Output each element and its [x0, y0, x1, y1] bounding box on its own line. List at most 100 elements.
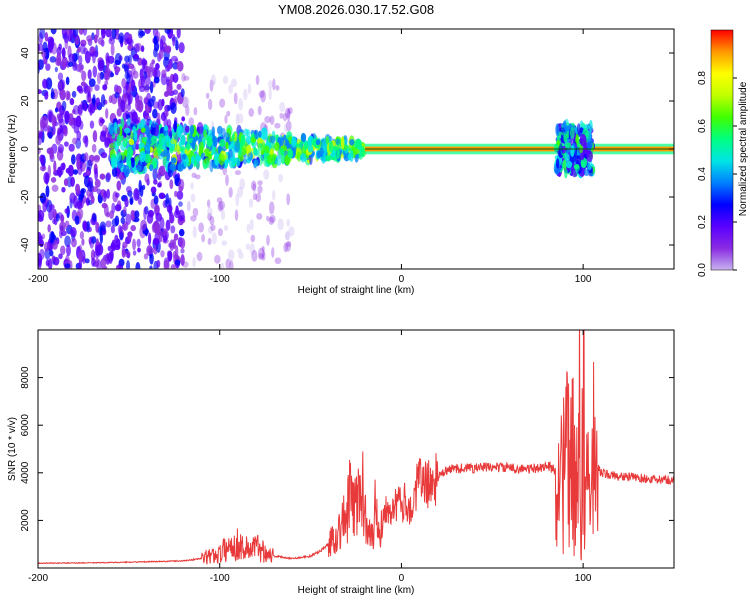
spectrogram-y-ticks: -40 -20 0 20 40: [20, 47, 674, 252]
spectrogram-cell: [71, 237, 77, 248]
spectrogram-cell: [61, 100, 67, 111]
spectrogram-cell: [161, 69, 167, 79]
spectrogram-cell: [303, 142, 309, 150]
spectrogram-cell: [165, 219, 171, 231]
spectrogram-cell: [288, 107, 293, 115]
spectrogram-cell: [206, 199, 211, 208]
spectrogram-cell: [558, 143, 564, 156]
spectrogram-cell: [286, 193, 291, 206]
spectrogram-cell: [165, 65, 170, 72]
spectrogram-cell: [89, 106, 93, 116]
spectrogram-cell: [252, 183, 257, 191]
spectrogram-cell: [179, 214, 186, 221]
spectrogram-cell: [40, 158, 45, 166]
snr-y-label: SNR (10 * v/v): [7, 417, 18, 481]
spectrogram-cell: [63, 178, 69, 187]
spectrogram-cell: [192, 225, 197, 239]
spectrogram-cell: [180, 254, 185, 266]
spectrogram-cell: [268, 216, 275, 225]
spectrogram-cell: [124, 197, 129, 208]
spectrogram-cell: [135, 98, 141, 111]
spectrogram-cell: [155, 212, 162, 222]
spectrogram-cell: [97, 59, 104, 72]
spectrogram-cell: [81, 70, 87, 82]
spectrogram-cell: [93, 34, 98, 44]
spectrogram-cell: [106, 253, 113, 263]
spectrogram-cell: [233, 92, 238, 105]
spectrogram-cell: [562, 159, 567, 171]
spectrogram-cell: [101, 202, 108, 209]
spectrogram-cell: [204, 135, 209, 141]
spectrogram-cell: [212, 136, 218, 148]
spectrogram-x-tick-label: -100: [210, 274, 230, 285]
spectrogram-cell: [120, 100, 126, 113]
snr-panel: -200 -100 0 100 2000 4000 6000 8000 Height of …: [7, 329, 675, 596]
spectrogram-cell: [100, 130, 107, 137]
spectrogram-cell: [170, 102, 177, 114]
spectrogram-cell: [235, 157, 241, 167]
spectrogram-cell: [196, 253, 201, 260]
spectrogram-cell: [130, 130, 134, 141]
spectrogram-cell: [120, 117, 125, 129]
spectrogram-cell: [141, 184, 146, 191]
spectrogram-cell: [219, 262, 225, 269]
spectrogram-cell: [157, 167, 164, 177]
spectrogram-cell: [64, 141, 69, 147]
snr-x-tick-label: -100: [210, 573, 230, 584]
spectrogram-cell: [48, 230, 56, 244]
spectrogram-cell: [319, 147, 324, 158]
spectrogram-cell: [152, 220, 160, 234]
spectrogram-cell: [258, 90, 265, 98]
spectrogram-cell: [325, 136, 330, 145]
spectrogram-cell: [196, 121, 204, 135]
spectrogram-cell: [53, 256, 60, 266]
spectrogram-cell: [564, 125, 571, 132]
colorbar-tick-label: 0.2: [697, 215, 708, 229]
spectrogram-cell: [238, 252, 244, 259]
spectrogram-cell: [165, 110, 169, 117]
spectrogram-cell: [207, 206, 213, 217]
spectrogram-cell: [116, 126, 121, 135]
spectrogram-cell: [118, 32, 125, 44]
spectrogram-cell: [105, 52, 110, 63]
spectrogram-cell: [140, 45, 145, 53]
spectrogram-cell: [237, 113, 244, 124]
spectrogram-cell: [90, 195, 95, 204]
spectrogram-cell: [125, 186, 132, 193]
spectrogram-cell: [45, 185, 50, 198]
colorbar-gradient: [710, 29, 734, 271]
spectrogram-cell: [70, 227, 77, 238]
spectrogram-cell: [121, 78, 127, 89]
spectrogram-cell: [287, 148, 294, 159]
spectrogram-cell: [225, 174, 229, 187]
spectrogram-cell: [126, 260, 131, 269]
spectrogram-cell: [114, 192, 120, 198]
spectrogram-cell: [113, 63, 118, 70]
spectrogram-cell: [84, 258, 90, 264]
spectrogram-cell: [207, 226, 214, 234]
spectrogram-cell: [238, 97, 244, 111]
spectrogram-cell: [45, 172, 49, 185]
spectrogram-cell: [76, 130, 82, 141]
spectrogram-cell: [100, 257, 106, 269]
snr-y-tick-label: 4000: [20, 461, 31, 484]
spectrogram-cell: [130, 225, 137, 232]
spectrogram-y-tick-label: 0: [20, 146, 31, 152]
spectrogram-cell: [94, 84, 100, 91]
spectrogram-cell: [157, 182, 162, 188]
spectrogram-cell: [91, 257, 96, 267]
spectrogram-cell: [109, 210, 115, 219]
spectrogram-cell: [225, 264, 230, 269]
spectrogram-cell: [178, 42, 185, 54]
spectrogram-cell: [222, 75, 228, 85]
spectrogram-cell: [172, 33, 176, 47]
spectrogram-cell: [38, 43, 44, 52]
spectrogram-cell: [324, 154, 332, 162]
spectrogram-cell: [219, 98, 226, 108]
spectrogram-cell: [50, 29, 57, 35]
spectrogram-cell: [151, 120, 157, 128]
spectrogram-cell: [128, 139, 135, 146]
spectrogram-cell: [47, 131, 53, 139]
spectrogram-cell: [59, 88, 66, 101]
spectrogram-cell: [70, 176, 75, 187]
